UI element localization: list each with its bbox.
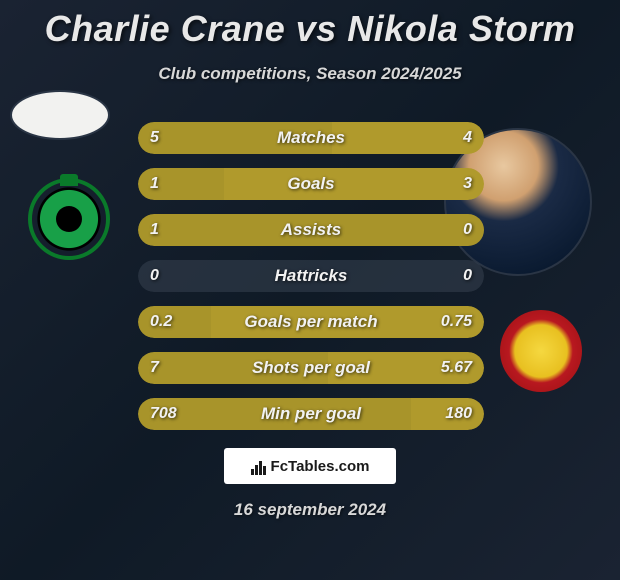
stat-row: 00Hattricks: [138, 260, 484, 292]
logo-bars-icon: [251, 458, 267, 475]
stat-label: Matches: [138, 122, 484, 154]
stat-label: Min per goal: [138, 398, 484, 430]
club-right-badge: [500, 310, 582, 392]
stat-row: 13Goals: [138, 168, 484, 200]
stat-label: Shots per goal: [138, 352, 484, 384]
stat-label: Hattricks: [138, 260, 484, 292]
stat-row: 0.20.75Goals per match: [138, 306, 484, 338]
club-left-badge: [28, 178, 110, 260]
site-name: FcTables.com: [271, 458, 370, 475]
stat-label: Goals per match: [138, 306, 484, 338]
date-label: 16 september 2024: [0, 500, 620, 520]
stat-row: 54Matches: [138, 122, 484, 154]
stats-container: 54Matches 13Goals 10Assists 00Hattricks 0.20…: [138, 122, 484, 444]
subtitle: Club competitions, Season 2024/2025: [0, 64, 620, 84]
site-logo: FcTables.com: [224, 448, 396, 484]
stat-label: Goals: [138, 168, 484, 200]
stat-label: Assists: [138, 214, 484, 246]
page-title: Charlie Crane vs Nikola Storm: [0, 0, 620, 50]
player-left-avatar: [10, 90, 110, 140]
stat-row: 75.67Shots per goal: [138, 352, 484, 384]
stat-row: 10Assists: [138, 214, 484, 246]
stat-row: 708180Min per goal: [138, 398, 484, 430]
